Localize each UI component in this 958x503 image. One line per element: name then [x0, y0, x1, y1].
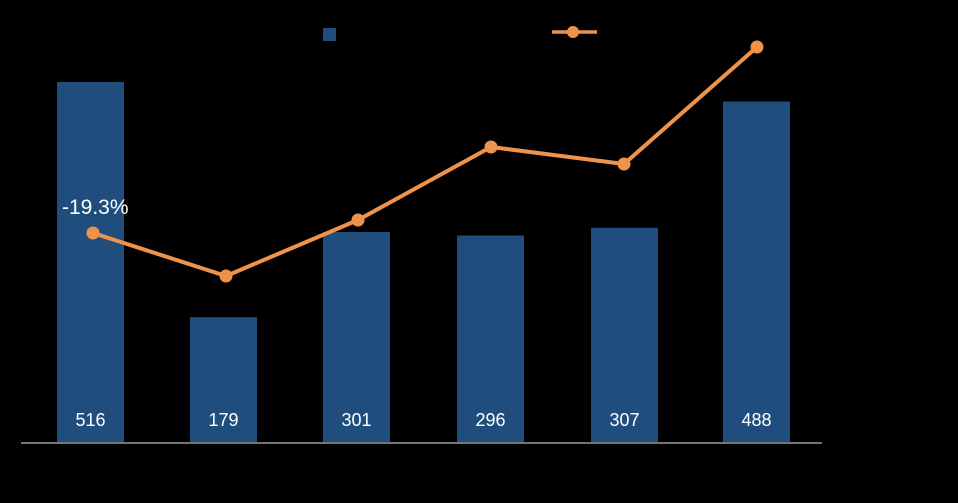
bar — [723, 101, 790, 442]
bar-data-label: 307 — [609, 410, 639, 430]
legend-line-marker — [567, 26, 579, 38]
bar — [591, 227, 658, 442]
line-marker — [617, 157, 631, 171]
line-marker — [750, 40, 764, 54]
line-marker — [484, 140, 498, 154]
bar-data-label: 179 — [208, 410, 238, 430]
bar-series — [57, 82, 790, 442]
bar — [57, 82, 124, 442]
line-marker — [219, 269, 233, 283]
bar-data-label: 488 — [741, 410, 771, 430]
legend-bar-swatch — [323, 28, 336, 41]
line-path — [91, 45, 759, 278]
bar — [457, 235, 524, 442]
legend — [323, 26, 597, 41]
line-marker — [351, 213, 365, 227]
bar — [323, 232, 390, 442]
bar-data-label: 516 — [75, 410, 105, 430]
bar-data-label: 301 — [341, 410, 371, 430]
bar — [190, 317, 257, 442]
bar-data-labels: 516 179 301 296 307 488 — [75, 410, 771, 430]
bar-data-label: 296 — [475, 410, 505, 430]
line-series — [86, 40, 764, 283]
line-point-annotation: -19.3% — [62, 196, 129, 219]
line-marker — [86, 226, 100, 240]
